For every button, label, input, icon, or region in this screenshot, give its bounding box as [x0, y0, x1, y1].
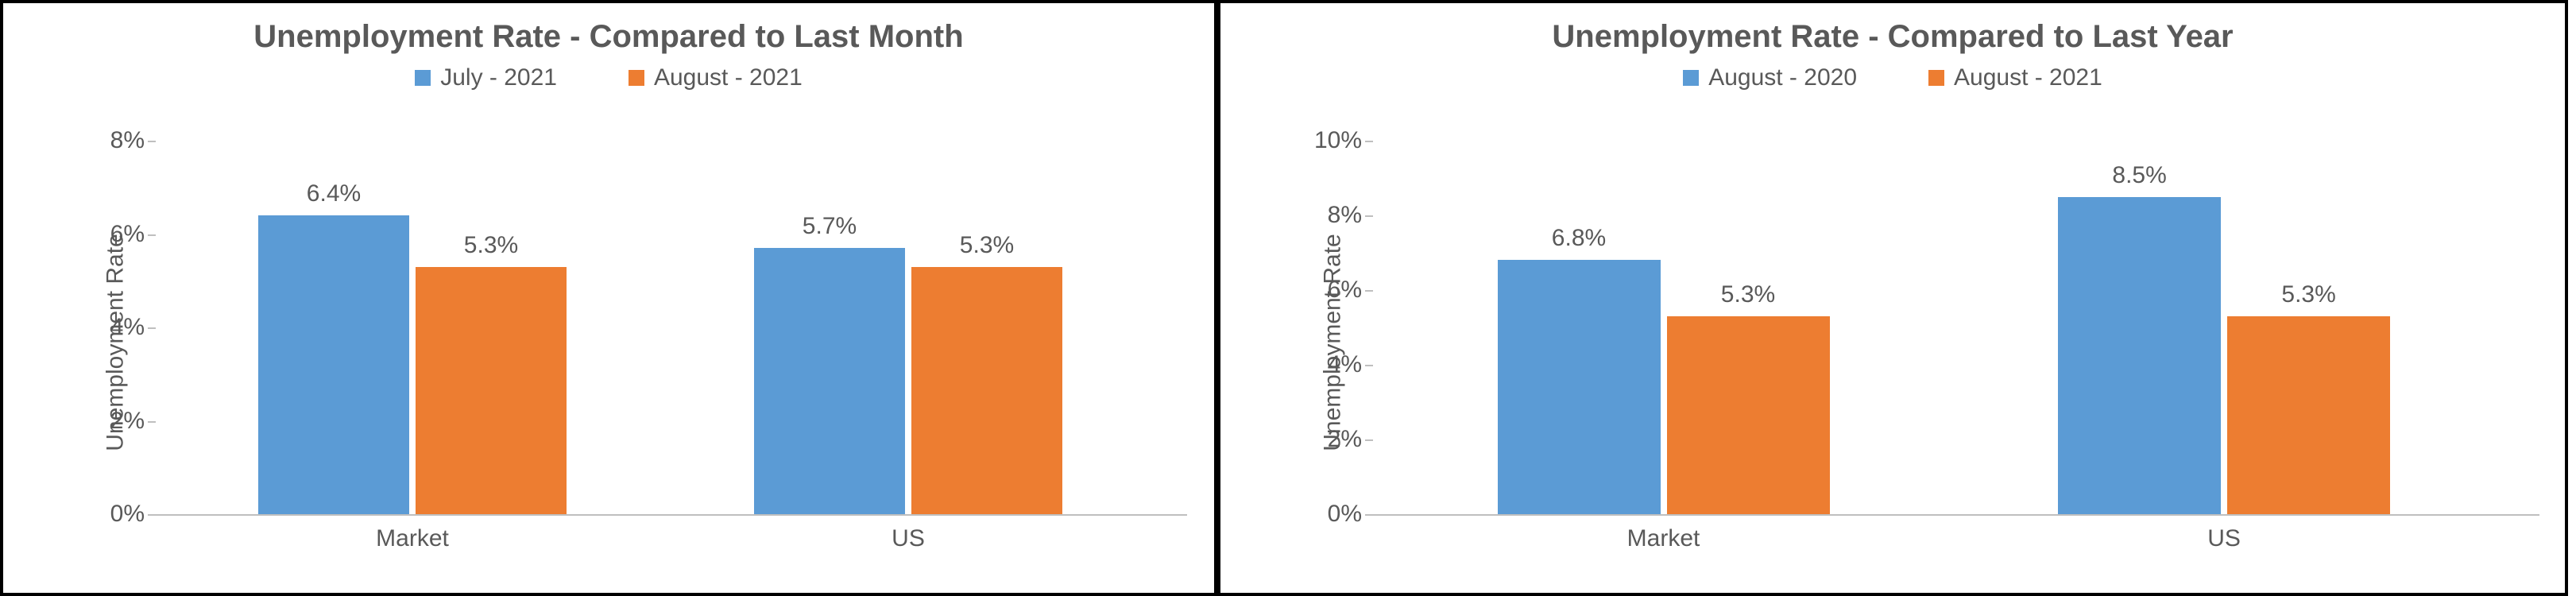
- bar: 5.3%: [1667, 316, 1830, 514]
- y-axis-label: Unemployment Rate: [1320, 234, 1347, 451]
- x-category-label: Market: [1627, 514, 1700, 552]
- bar-value-label: 5.3%: [960, 232, 1014, 267]
- chart-panel-last-month: Unemployment Rate - Compared to Last Mon…: [0, 0, 1217, 596]
- bar: 5.3%: [911, 267, 1062, 514]
- legend-item: August - 2021: [1928, 64, 2102, 91]
- legend-item: August - 2020: [1683, 64, 1857, 91]
- x-category-label: US: [2207, 514, 2241, 552]
- y-tick: 10%: [1300, 127, 1371, 154]
- y-tick: 2%: [83, 408, 154, 435]
- bar-value-label: 5.3%: [2281, 281, 2335, 316]
- plot-area: 0%2%4%6%8%Market6.4%5.3%US5.7%5.3%: [154, 142, 1187, 516]
- chart-legend: August - 2020 August - 2021: [1220, 64, 2565, 91]
- y-tick: 4%: [1300, 351, 1371, 378]
- bar: 5.3%: [416, 267, 567, 514]
- tick-mark: [1365, 290, 1373, 292]
- bar: 6.4%: [258, 215, 409, 514]
- y-tick: 8%: [1300, 202, 1371, 229]
- chart-title: Unemployment Rate - Compared to Last Mon…: [3, 19, 1214, 55]
- bar-value-label: 6.8%: [1552, 225, 1606, 260]
- legend-label: August - 2020: [1708, 64, 1857, 91]
- tick-mark: [1365, 439, 1373, 441]
- legend-label: August - 2021: [1954, 64, 2102, 91]
- y-tick: 0%: [83, 501, 154, 528]
- chart-title: Unemployment Rate - Compared to Last Yea…: [1220, 19, 2565, 55]
- tick-mark: [1365, 215, 1373, 217]
- y-tick: 8%: [83, 127, 154, 154]
- legend-label: August - 2021: [654, 64, 803, 91]
- y-tick: 4%: [83, 314, 154, 341]
- tick-mark: [1365, 365, 1373, 366]
- y-tick: 0%: [1300, 501, 1371, 528]
- x-category-label: Market: [376, 514, 449, 552]
- legend-swatch: [1928, 70, 1944, 86]
- bar: 5.7%: [754, 248, 905, 514]
- bar-value-label: 6.4%: [307, 180, 361, 215]
- bar: 6.8%: [1498, 260, 1661, 514]
- bar: 8.5%: [2058, 197, 2221, 515]
- tick-mark: [1365, 514, 1373, 516]
- x-category-label: US: [892, 514, 925, 552]
- legend-item: July - 2021: [415, 64, 557, 91]
- chart-panel-last-year: Unemployment Rate - Compared to Last Yea…: [1217, 0, 2568, 596]
- tick-mark: [148, 141, 156, 142]
- y-tick: 2%: [1300, 426, 1371, 453]
- bar-value-label: 5.3%: [464, 232, 518, 267]
- tick-mark: [148, 327, 156, 329]
- legend-swatch: [415, 70, 431, 86]
- tick-mark: [148, 234, 156, 236]
- y-tick: 6%: [83, 221, 154, 248]
- tick-mark: [1365, 141, 1373, 142]
- tick-mark: [148, 514, 156, 516]
- bar: 5.3%: [2227, 316, 2390, 514]
- legend-item: August - 2021: [629, 64, 803, 91]
- legend-swatch: [629, 70, 644, 86]
- bar-value-label: 5.3%: [1721, 281, 1775, 316]
- legend-label: July - 2021: [440, 64, 557, 91]
- legend-swatch: [1683, 70, 1699, 86]
- bar-value-label: 5.7%: [803, 213, 857, 248]
- chart-legend: July - 2021 August - 2021: [3, 64, 1214, 91]
- plot-area: 0%2%4%6%8%10%Market6.8%5.3%US8.5%5.3%: [1371, 142, 2539, 516]
- bar-value-label: 8.5%: [2112, 162, 2166, 197]
- tick-mark: [148, 421, 156, 423]
- y-tick: 6%: [1300, 277, 1371, 304]
